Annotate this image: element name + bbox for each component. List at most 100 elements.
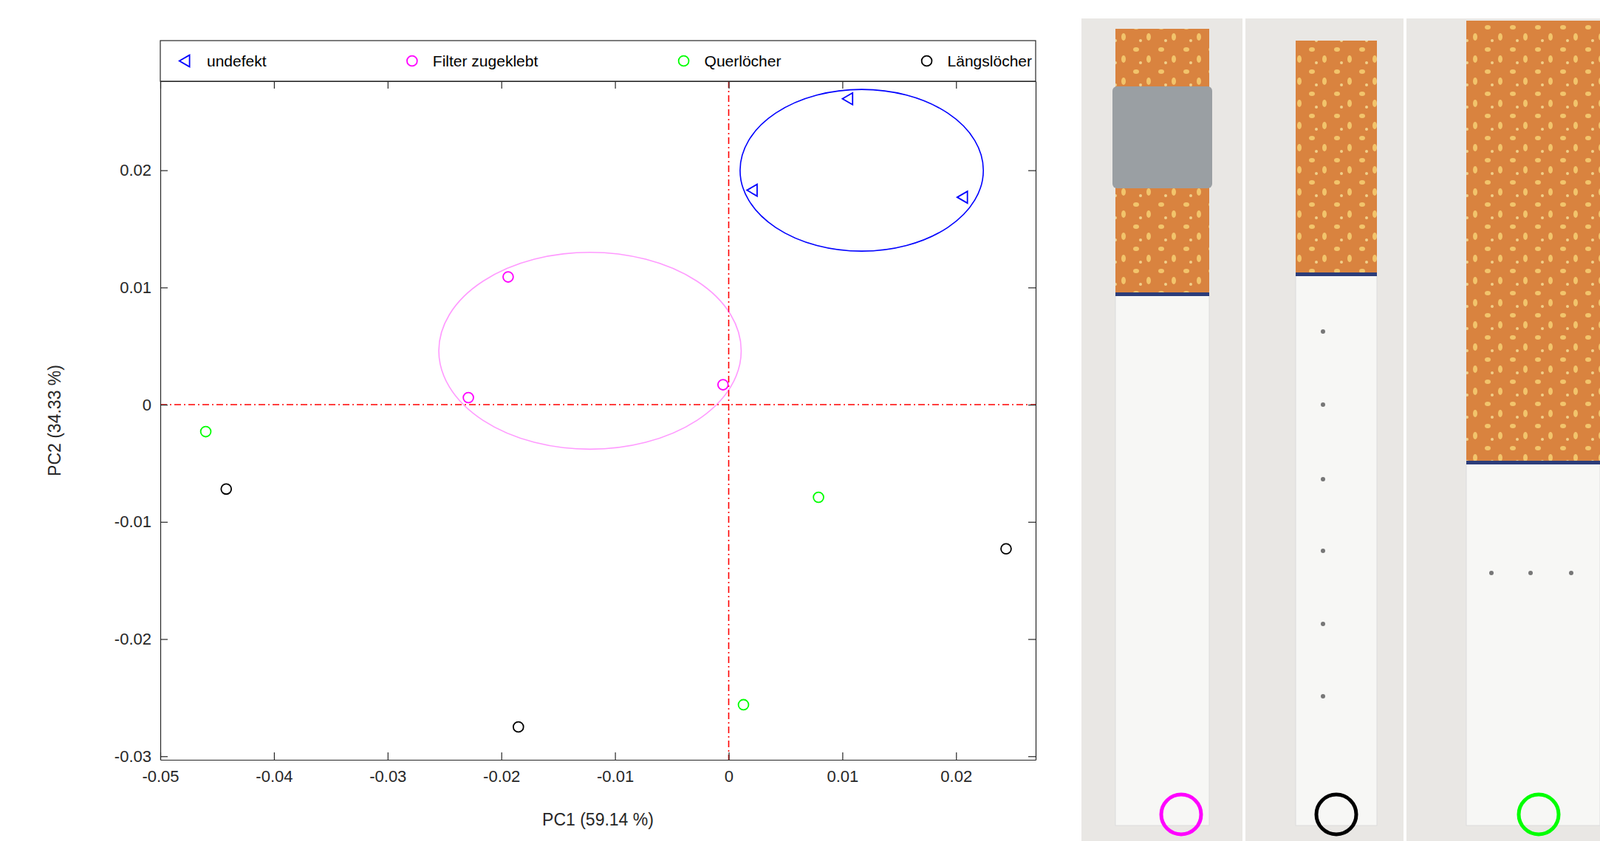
hole xyxy=(1320,621,1326,627)
x-axis: -0.05 -0.04 -0.03 -0.02 -0.01 0 0.01 0.02 xyxy=(141,752,1036,786)
cigarette-band xyxy=(1115,292,1210,297)
tick-mark xyxy=(1028,170,1036,172)
class-ring xyxy=(1161,794,1202,835)
tape xyxy=(1112,86,1213,189)
tick-mark xyxy=(1028,287,1036,289)
tick xyxy=(274,81,275,89)
tick: 0 xyxy=(142,395,168,415)
data-point xyxy=(1000,543,1012,555)
cigarette-paper xyxy=(1466,463,1600,826)
y-axis-title: PC2 (34.33 %) xyxy=(45,364,65,477)
tick xyxy=(615,81,617,89)
tick-label: -0.05 xyxy=(141,767,179,786)
confidence-ellipse xyxy=(438,252,741,450)
tick-mark xyxy=(728,752,730,761)
tick-mark xyxy=(160,756,168,758)
class-ring xyxy=(1518,794,1559,835)
legend-item: undefekt xyxy=(179,52,267,70)
tick-mark xyxy=(955,752,957,761)
y-axis: -0.03 -0.02 -0.01 0 0.01 0.02 xyxy=(114,81,168,767)
legend-marker xyxy=(407,56,418,67)
tick-label: 0 xyxy=(724,767,734,786)
tick-mark xyxy=(728,81,730,89)
data-point xyxy=(718,379,729,391)
tick-mark xyxy=(955,81,957,89)
hole xyxy=(1568,571,1574,576)
tick-mark xyxy=(274,752,275,761)
tick: -0.03 xyxy=(114,747,168,767)
tick xyxy=(728,81,730,89)
cigarette-filter xyxy=(1466,20,1600,464)
x-axis-title: PC1 (59.14 %) xyxy=(542,810,654,830)
tick-label: -0.01 xyxy=(114,512,152,532)
tick: -0.01 xyxy=(596,752,634,786)
hole xyxy=(1320,477,1326,482)
tick-label: 0 xyxy=(142,395,152,415)
tick-label: 0.01 xyxy=(119,278,152,297)
tick-label: -0.01 xyxy=(596,767,634,786)
tick-mark xyxy=(387,752,389,761)
legend-label: Querlöcher xyxy=(704,52,782,70)
tick xyxy=(1028,404,1036,406)
tick: -0.04 xyxy=(255,752,293,786)
hole xyxy=(1320,329,1326,334)
tick-mark xyxy=(842,752,843,761)
legend-box xyxy=(160,40,1036,82)
cigarette-band xyxy=(1295,272,1377,277)
reference-line xyxy=(728,81,730,761)
plot-marks xyxy=(160,81,1036,761)
tick-label: 0.02 xyxy=(119,161,152,180)
legend-marker xyxy=(921,56,933,67)
data-point xyxy=(842,93,853,105)
axis-line xyxy=(161,760,1037,761)
tick: 0.01 xyxy=(119,278,168,297)
legend-label: undefekt xyxy=(206,52,267,70)
tick: -0.03 xyxy=(369,752,407,786)
tick-mark xyxy=(614,752,616,761)
cigarette-paper xyxy=(1115,295,1210,826)
tick-mark xyxy=(1028,756,1036,758)
tick-mark xyxy=(160,287,168,289)
cigarette-filter xyxy=(1295,40,1377,276)
tick xyxy=(842,81,843,89)
tick-label: -0.03 xyxy=(114,747,152,767)
reference-line xyxy=(160,404,1036,406)
tick-mark xyxy=(160,638,168,640)
data-point xyxy=(200,426,212,438)
tick-mark xyxy=(501,81,503,89)
x-axis-top xyxy=(161,81,1037,89)
cigarette-band xyxy=(1466,460,1600,465)
y-axis-right xyxy=(1028,81,1037,761)
tick-mark xyxy=(1028,404,1036,406)
tick: 0 xyxy=(724,752,734,786)
legend-marker xyxy=(678,56,690,67)
tick-label: -0.02 xyxy=(114,630,152,649)
figure: -0.05-0.04-0.03-0.02-0.0100.010.02-0.03-… xyxy=(0,0,1600,841)
legend: undefekt Filter zugeklebt Querlöcher Längsl… xyxy=(160,40,1036,82)
plot-area xyxy=(160,81,1036,761)
tick: -0.02 xyxy=(114,630,168,649)
tick: 0.01 xyxy=(826,752,859,786)
legend-item: Längslöcher xyxy=(921,52,1032,70)
tick-mark xyxy=(160,170,168,172)
tick xyxy=(387,81,389,89)
tick xyxy=(501,81,503,89)
class-ring xyxy=(1316,794,1357,835)
tick: 0.02 xyxy=(940,752,973,786)
tick xyxy=(1028,522,1036,523)
photo-background xyxy=(1406,18,1600,841)
legend-item: Querlöcher xyxy=(678,52,782,70)
data-point xyxy=(503,271,514,283)
tick-mark xyxy=(842,81,843,89)
tick xyxy=(1028,170,1036,172)
legend-label: Längslöcher xyxy=(947,52,1032,70)
tick: 0.02 xyxy=(119,161,168,180)
data-point xyxy=(746,184,758,197)
hole xyxy=(1489,571,1494,576)
tick-mark xyxy=(1028,638,1036,640)
tick xyxy=(1028,639,1036,641)
tick: -0.02 xyxy=(483,752,521,786)
tick xyxy=(1028,287,1036,289)
legend-label: Filter zugeklebt xyxy=(432,52,539,70)
photo-panels xyxy=(1081,18,1600,841)
